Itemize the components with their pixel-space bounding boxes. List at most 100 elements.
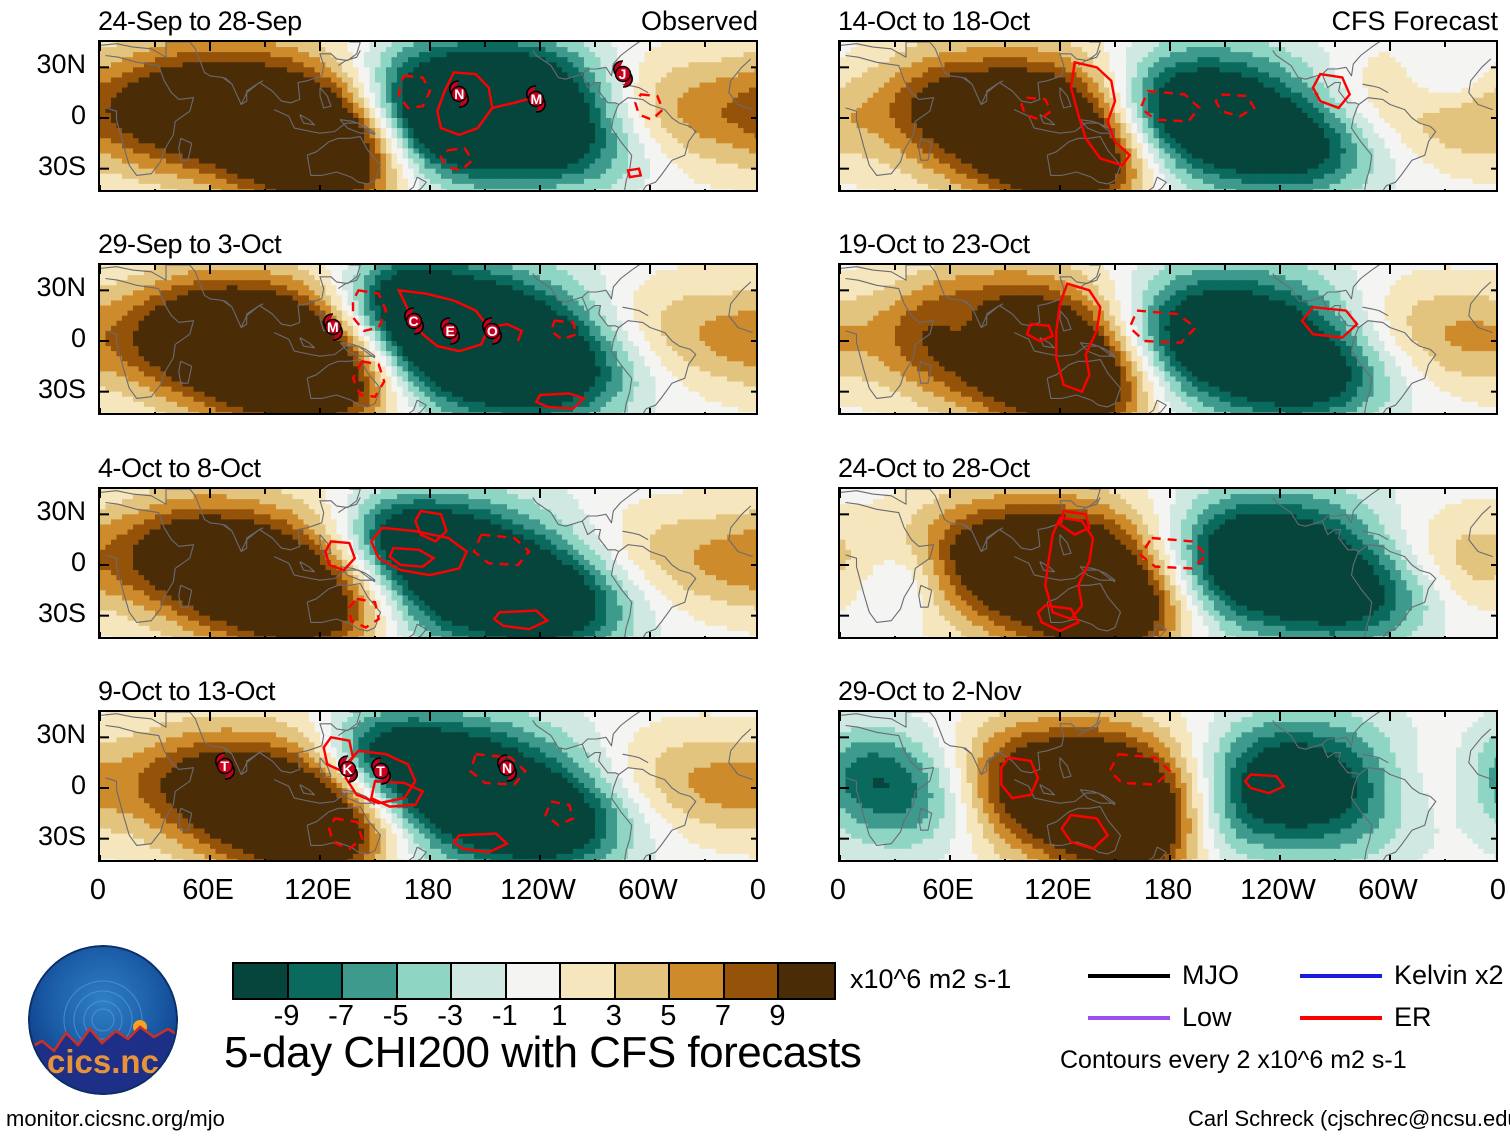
colorbar-swatch-10 (779, 964, 834, 998)
x-tick-label: 0 (90, 876, 106, 905)
legend-item-er: ER (1300, 1004, 1432, 1031)
legend-label: ER (1394, 1004, 1432, 1031)
map-panel-fcst-1 (838, 40, 1498, 192)
legend-label: Low (1182, 1004, 1232, 1031)
x-tick-label: 60E (182, 876, 234, 905)
x-axis-forecast: 0 60E 120E 180 120W 60W 0 (830, 876, 1506, 910)
legend-swatch-line (1300, 1015, 1382, 1020)
shading-layer (840, 489, 1496, 637)
er-contours (1000, 752, 1286, 851)
legend-swatch-line (1300, 973, 1382, 978)
storm-marker-K: K (335, 754, 361, 784)
colorbar-swatch-8 (670, 964, 725, 998)
coastlines (100, 42, 753, 190)
logo-graphic: cics.nc (28, 945, 178, 1095)
column-label-forecast: CFS Forecast (1331, 8, 1498, 35)
y-tick-label: 30S (0, 599, 86, 627)
y-tick-label: 30S (0, 822, 86, 850)
storm-marker-T: T (368, 756, 394, 786)
storm-marker-T: T (212, 751, 238, 781)
cics-nc-logo: cics.nc Cooperative Institute for Climat… (28, 945, 178, 1095)
storm-letter: J (610, 59, 636, 89)
storm-marker-M: M (523, 84, 549, 114)
shading-layer (100, 712, 756, 860)
x-tick-label: 120E (1024, 876, 1092, 905)
storm-marker-O: O (479, 316, 505, 346)
panel-title-obs-1: 24-Sep to 28-Sep (98, 8, 302, 35)
panel-title-fcst-4: 29-Oct to 2-Nov (838, 678, 1022, 705)
er-contours (1025, 282, 1359, 394)
y-tick-label: 0 (0, 102, 86, 129)
shading-layer (840, 712, 1496, 860)
colorbar-swatch-2 (343, 964, 398, 998)
colorbar-tick-label: -5 (383, 1002, 409, 1031)
colorbar-swatch-0 (234, 964, 289, 998)
colorbar-swatch-5 (506, 964, 562, 998)
storm-letter: K (335, 754, 361, 784)
colorbar-swatch-6 (561, 964, 616, 998)
y-tick-label: 0 (0, 549, 86, 576)
x-tick-label: 0 (830, 876, 846, 905)
x-axis-observed: 0 60E 120E 180 120W 60W 0 (90, 876, 766, 910)
y-tick-label: 30N (0, 51, 86, 78)
storm-marker-M: M (320, 312, 346, 342)
x-tick-label: 0 (1490, 876, 1506, 905)
coastlines (840, 489, 1493, 637)
map-panel-fcst-3 (838, 487, 1498, 639)
coastlines (100, 712, 753, 860)
map-panel-fcst-4 (838, 710, 1498, 862)
storm-marker-C: C (401, 306, 427, 336)
colorbar-swatch-4 (452, 964, 507, 998)
colorbar-tick-label: -1 (492, 1002, 518, 1031)
storm-marker-E: E (437, 316, 463, 346)
x-tick-label: 60E (922, 876, 974, 905)
colorbar-swatch-9 (724, 964, 780, 998)
storm-letter: M (523, 84, 549, 114)
author-credit: Carl Schreck (cjschrec@ncsu.edu) (1188, 1108, 1510, 1130)
panel-title-fcst-3: 24-Oct to 28-Oct (838, 455, 1030, 482)
legend-swatch-line (1088, 1015, 1170, 1020)
panel-title-obs-2: 29-Sep to 3-Oct (98, 231, 282, 258)
x-tick-label: 180 (404, 876, 452, 905)
colorbar-tick-label: 3 (606, 1002, 622, 1031)
storm-letter: N (494, 753, 520, 783)
colorbar-swatch-7 (615, 964, 671, 998)
storm-letter: N (446, 79, 472, 109)
legend-item-low: Low (1088, 1004, 1232, 1031)
panel-title-fcst-2: 19-Oct to 23-Oct (838, 231, 1030, 258)
y-tick-label: 30S (0, 152, 86, 180)
storm-letter: E (437, 316, 463, 346)
legend-item-kelvin-x2: Kelvin x2 (1300, 962, 1504, 989)
er-contours (397, 71, 665, 179)
shading-layer (100, 489, 756, 637)
shading-layer (840, 265, 1496, 413)
colorbar-tick-label: -9 (274, 1002, 300, 1031)
y-tick-label: 30N (0, 498, 86, 525)
er-contours (1036, 509, 1209, 633)
shading-layer (100, 42, 756, 190)
y-tick-label: 30S (0, 375, 86, 403)
colorbar-tick-label: 5 (660, 1002, 676, 1031)
map-panel-fcst-2 (838, 263, 1498, 415)
colorbar-tick-label: -3 (437, 1002, 463, 1031)
coastlines (840, 265, 1493, 413)
x-tick-label: 120W (1240, 876, 1316, 905)
storm-letter: C (401, 306, 427, 336)
coastlines (840, 712, 1493, 860)
legend-swatch-line (1088, 973, 1170, 978)
storm-letter: T (212, 751, 238, 781)
x-tick-label: 0 (750, 876, 766, 905)
map-panel-obs-3 (98, 487, 758, 639)
storm-marker-N: N (494, 753, 520, 783)
x-tick-label: 60W (1358, 876, 1418, 905)
page-title: 5-day CHI200 with CFS forecasts (224, 1031, 862, 1075)
coastlines (840, 42, 1493, 190)
x-tick-label: 180 (1144, 876, 1192, 905)
y-tick-label: 30N (0, 274, 86, 301)
panel-title-obs-4: 9-Oct to 13-Oct (98, 678, 276, 705)
x-tick-label: 60W (618, 876, 678, 905)
y-tick-label: 30N (0, 721, 86, 748)
y-tick-label: 0 (0, 325, 86, 352)
x-tick-label: 120E (284, 876, 352, 905)
